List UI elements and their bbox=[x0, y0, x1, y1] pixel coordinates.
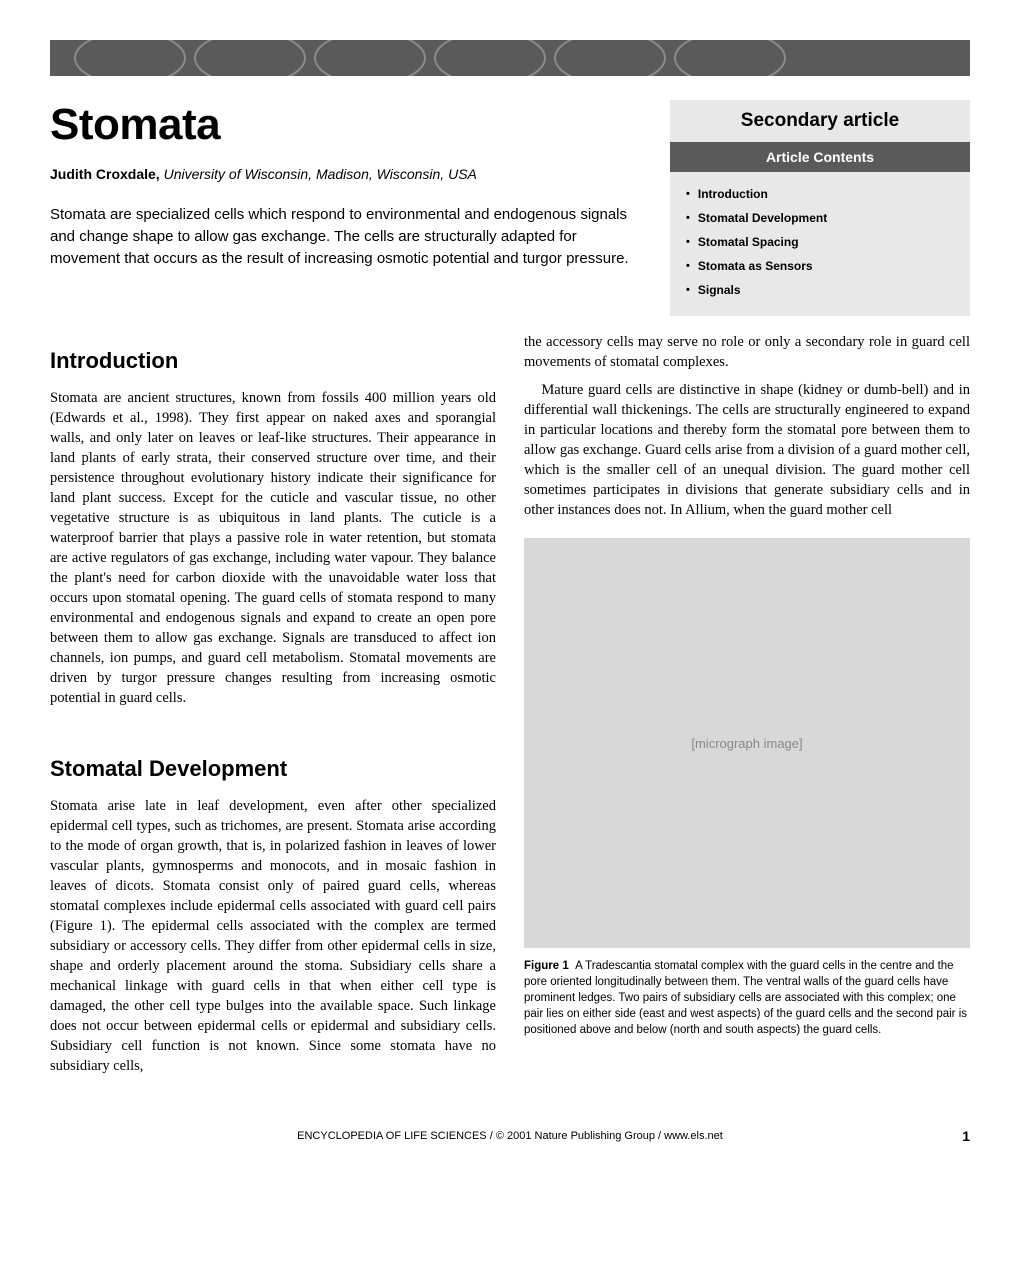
contents-item-introduction[interactable]: Introduction bbox=[686, 182, 954, 206]
article-contents-sidebar: Secondary article Article Contents Intro… bbox=[670, 100, 970, 316]
figure-label: Figure 1 bbox=[524, 960, 569, 972]
right-column: the accessory cells may serve no role or… bbox=[524, 326, 970, 1084]
decorative-top-banner bbox=[50, 40, 970, 76]
left-column: Introduction Stomata are ancient structu… bbox=[50, 326, 496, 1084]
col2-paragraph-2: Mature guard cells are distinctive in sh… bbox=[524, 380, 970, 520]
footer-text: ENCYCLOPEDIA OF LIFE SCIENCES / © 2001 N… bbox=[80, 1130, 940, 1142]
section-heading-development: Stomatal Development bbox=[50, 756, 496, 782]
col2-paragraph-1: the accessory cells may serve no role or… bbox=[524, 332, 970, 372]
abstract-text: Stomata are specialized cells which resp… bbox=[50, 204, 640, 269]
author-affiliation: University of Wisconsin, Madison, Wiscon… bbox=[164, 166, 477, 182]
author-name: Judith Croxdale, bbox=[50, 166, 160, 182]
contents-list: Introduction Stomatal Development Stomat… bbox=[670, 172, 970, 316]
contents-item-development[interactable]: Stomatal Development bbox=[686, 206, 954, 230]
page-number: 1 bbox=[940, 1128, 970, 1144]
secondary-article-header: Secondary article bbox=[670, 100, 970, 142]
figure-caption-text: A Tradescantia stomatal complex with the… bbox=[524, 960, 967, 1036]
figure-1-block: [micrograph image] Figure 1 A Tradescant… bbox=[524, 538, 970, 1038]
figure-1-caption: Figure 1 A Tradescantia stomatal complex… bbox=[524, 958, 970, 1038]
section-heading-introduction: Introduction bbox=[50, 348, 496, 374]
author-line: Judith Croxdale, University of Wisconsin… bbox=[50, 166, 640, 182]
contents-item-sensors[interactable]: Stomata as Sensors bbox=[686, 254, 954, 278]
article-title: Stomata bbox=[50, 100, 640, 150]
contents-item-spacing[interactable]: Stomatal Spacing bbox=[686, 230, 954, 254]
figure-1-image: [micrograph image] bbox=[524, 538, 970, 948]
page-footer: ENCYCLOPEDIA OF LIFE SCIENCES / © 2001 N… bbox=[50, 1120, 970, 1144]
article-contents-header: Article Contents bbox=[670, 142, 970, 172]
contents-item-signals[interactable]: Signals bbox=[686, 278, 954, 302]
intro-paragraph: Stomata are ancient structures, known fr… bbox=[50, 388, 496, 708]
development-paragraph: Stomata arise late in leaf development, … bbox=[50, 796, 496, 1076]
